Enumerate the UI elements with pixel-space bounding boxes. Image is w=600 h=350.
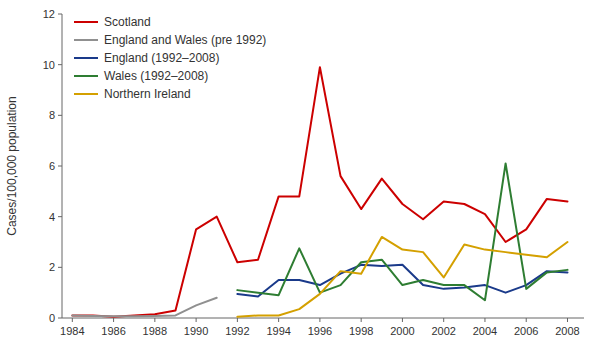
legend-item: Wales (1992–2008) [74,69,208,83]
x-tick [361,318,362,322]
y-axis: 0 2 4 6 8 10 12 [43,8,62,324]
chart-container: 1984 1986 1988 1990 1992 1994 1996 1998 2000 2002… [0,0,600,350]
x-tick [154,318,155,322]
x-tick [526,318,527,322]
legend-label: Scotland [104,15,151,29]
x-tick-label: 1994 [266,325,290,337]
x-tick-label: 1990 [184,325,208,337]
y-tick-label: 4 [49,211,55,223]
series-line [72,298,216,317]
y-tick-label: 10 [43,59,55,71]
x-axis-line [62,318,584,319]
series-line [72,67,567,317]
legend-swatch [74,57,98,59]
legend: Scotland England and Wales (pre 1992) Engl… [74,15,266,101]
x-axis: 1984 1986 1988 1990 1992 1994 1996 1998 2000 2002… [60,318,580,337]
legend-label: England and Wales (pre 1992) [104,33,266,47]
y-tick [58,166,62,167]
legend-item: Scotland [74,15,151,29]
x-tick [402,318,403,322]
x-tick [196,318,197,322]
x-tick-label: 2000 [390,325,414,337]
x-tick [319,318,320,322]
x-tick-label: 2002 [431,325,455,337]
x-tick-label: 1986 [101,325,125,337]
x-tick [484,318,485,322]
x-tick [567,318,568,322]
x-tick-label: 2008 [555,325,579,337]
x-tick [72,318,73,322]
y-tick-label: 6 [49,160,55,172]
legend-item: England (1992–2008) [74,51,219,65]
x-tick [443,318,444,322]
y-tick [58,318,62,319]
series-lines [72,67,567,317]
x-tick-label: 1996 [308,325,332,337]
y-tick-label: 0 [49,312,55,324]
y-tick [58,14,62,15]
y-tick [58,267,62,268]
x-tick-label: 1988 [143,325,167,337]
legend-label: England (1992–2008) [104,51,219,65]
x-tick-label: 2004 [473,325,497,337]
legend-label: Wales (1992–2008) [104,69,208,83]
legend-swatch [74,39,98,41]
x-tick [113,318,114,322]
y-axis-label: Cases/100,000 population [5,96,19,235]
chart-svg: 1984 1986 1988 1990 1992 1994 1996 1998 2000 2002… [0,0,600,350]
y-tick-label: 2 [49,261,55,273]
series-line [237,265,567,297]
legend-item: England and Wales (pre 1992) [74,33,266,47]
legend-swatch [74,21,98,23]
y-tick-label: 12 [43,8,55,20]
x-tick [278,318,279,322]
x-tick-label: 1984 [60,325,84,337]
legend-swatch [74,93,98,95]
x-tick-label: 1998 [349,325,373,337]
x-tick [237,318,238,322]
series-line [237,163,567,300]
legend-item: Northern Ireland [74,87,191,101]
x-tick-label: 1992 [225,325,249,337]
y-tick-label: 8 [49,109,55,121]
legend-label: Northern Ireland [104,87,191,101]
x-tick-label: 2006 [514,325,538,337]
series-line [237,237,567,317]
y-tick [58,64,62,65]
y-tick [58,115,62,116]
legend-swatch [74,75,98,77]
y-tick [58,216,62,217]
